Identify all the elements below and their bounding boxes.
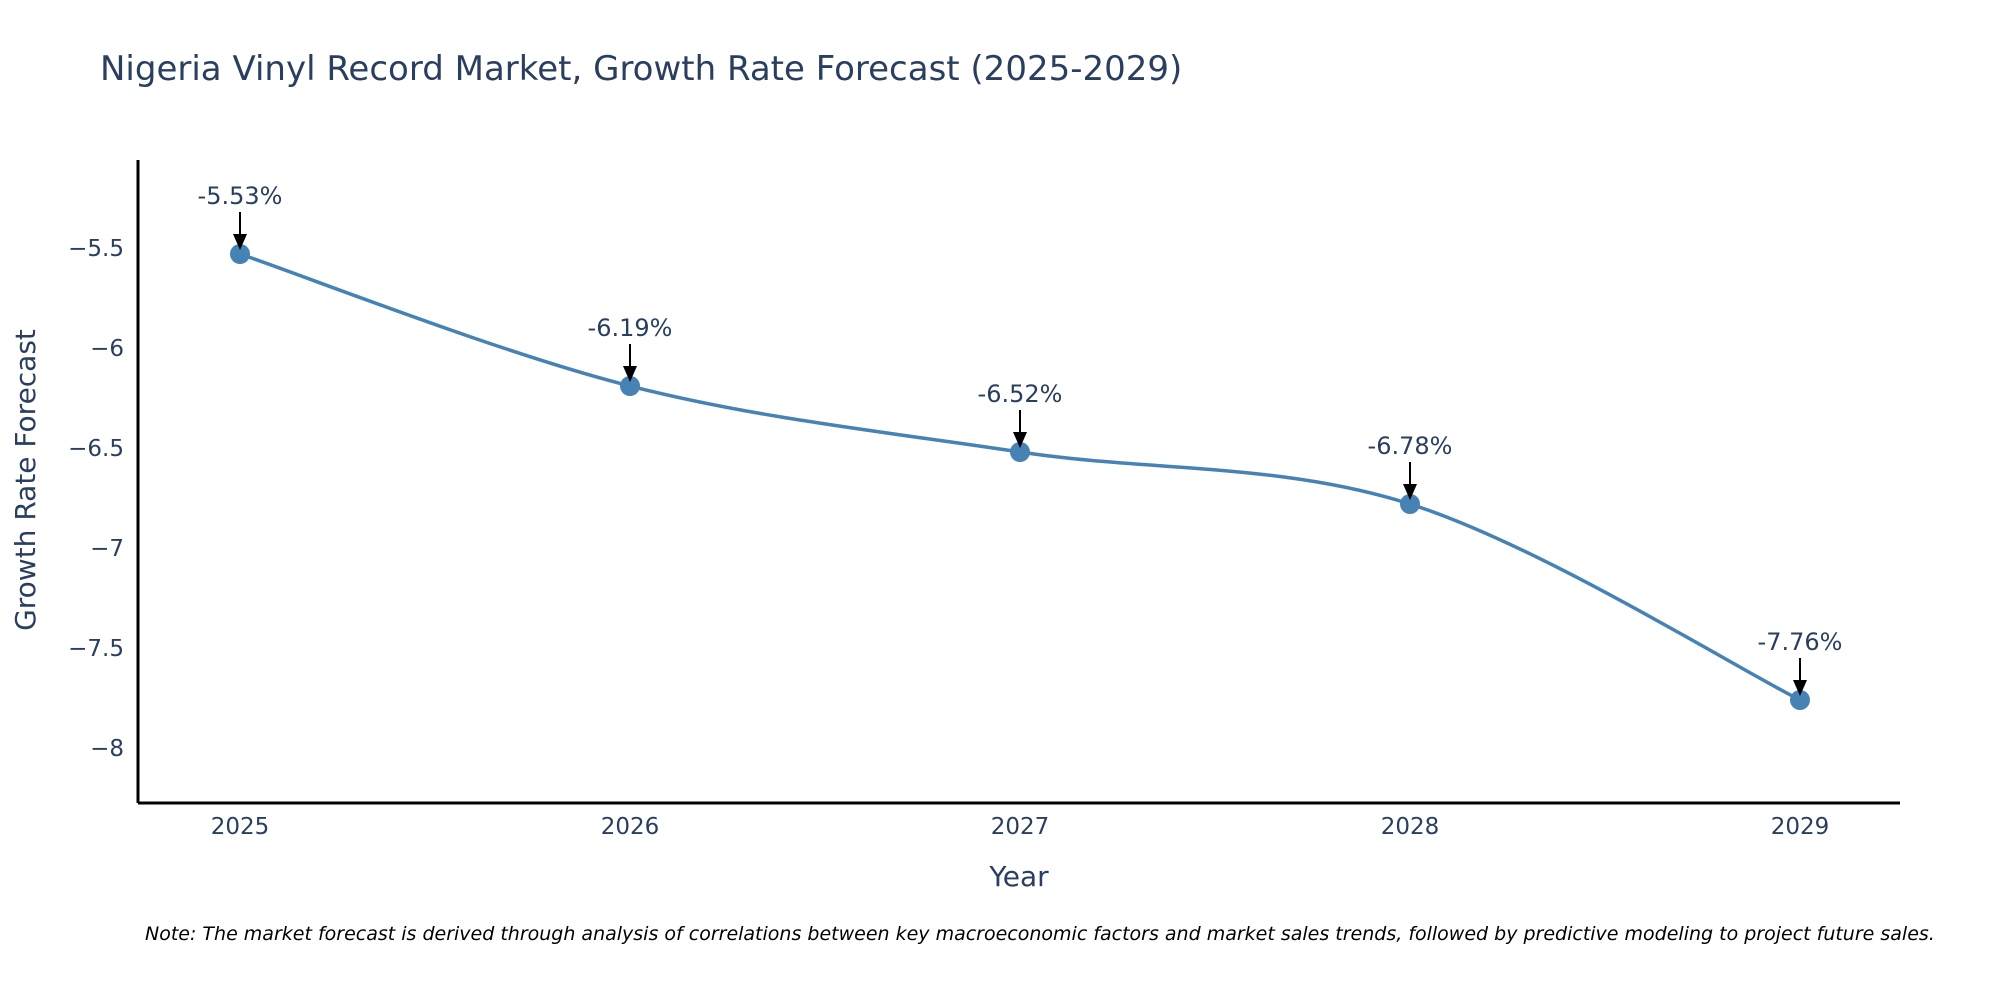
data-point-2028[interactable] bbox=[1400, 494, 1420, 514]
y-tick-label: −5.5 bbox=[68, 236, 124, 262]
y-tick-label: −8 bbox=[90, 736, 124, 762]
annotation-2029: -7.76% bbox=[1758, 628, 1843, 696]
data-annotations: -5.53% -6.19% -6.52% -6.78% -7.76% bbox=[198, 182, 1843, 696]
data-points bbox=[230, 244, 1810, 710]
y-tick-label: −6.5 bbox=[68, 436, 124, 462]
annotation-arrow-head bbox=[1793, 680, 1807, 696]
data-point-2027[interactable] bbox=[1010, 442, 1030, 462]
annotation-arrow-head bbox=[233, 234, 247, 250]
y-tick-label: −7 bbox=[90, 536, 124, 562]
annotation-label: -7.76% bbox=[1758, 628, 1843, 656]
x-tick-label: 2029 bbox=[1771, 814, 1830, 840]
annotation-2025: -5.53% bbox=[198, 182, 283, 250]
annotation-label: -5.53% bbox=[198, 182, 283, 210]
annotation-label: -6.19% bbox=[588, 314, 673, 342]
annotation-2028: -6.78% bbox=[1368, 432, 1453, 500]
x-tick-label: 2026 bbox=[601, 814, 660, 840]
annotation-2027: -6.52% bbox=[978, 380, 1063, 448]
footnote: Note: The market forecast is derived thr… bbox=[145, 923, 1935, 945]
annotation-label: -6.78% bbox=[1368, 432, 1453, 460]
y-axis-ticks: −5.5 −6 −6.5 −7 −7.5 −8 bbox=[68, 236, 124, 762]
y-tick-label: −6 bbox=[90, 336, 124, 362]
x-axis-title: Year bbox=[988, 860, 1049, 893]
y-axis-title: Growth Rate Forecast bbox=[9, 329, 42, 631]
y-tick-label: −7.5 bbox=[68, 636, 124, 662]
annotation-arrow-head bbox=[623, 366, 637, 382]
data-point-2029[interactable] bbox=[1790, 690, 1810, 710]
x-tick-label: 2025 bbox=[211, 814, 270, 840]
x-tick-label: 2028 bbox=[1381, 814, 1440, 840]
data-point-2026[interactable] bbox=[620, 376, 640, 396]
annotation-label: -6.52% bbox=[978, 380, 1063, 408]
chart-title: Nigeria Vinyl Record Market, Growth Rate… bbox=[100, 49, 1182, 89]
x-tick-label: 2027 bbox=[991, 814, 1050, 840]
annotation-2026: -6.19% bbox=[588, 314, 673, 382]
series-line bbox=[239, 252, 1801, 702]
annotation-arrow-head bbox=[1013, 432, 1027, 448]
x-axis-ticks: 2025 2026 2027 2028 2029 bbox=[211, 814, 1830, 840]
data-point-2025[interactable] bbox=[230, 244, 250, 264]
annotation-arrow-head bbox=[1403, 484, 1417, 500]
